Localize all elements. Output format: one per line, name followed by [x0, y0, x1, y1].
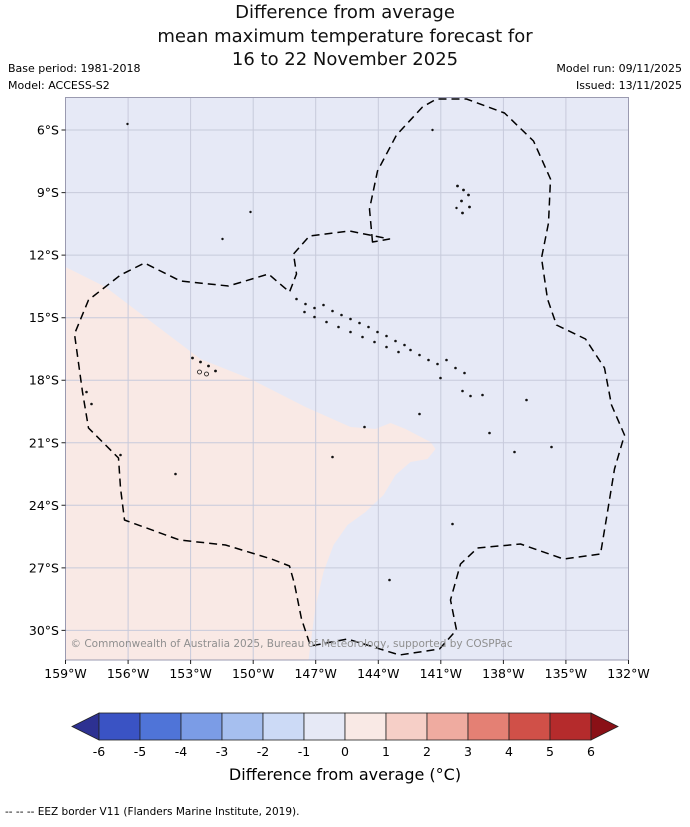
colorbar-caption: Difference from average (°C): [228, 765, 462, 784]
lon-label: 144°W: [357, 666, 399, 681]
map-frame: [65, 97, 629, 661]
colorbar-tick: 0: [341, 744, 349, 759]
colorbar-segment: [98, 712, 141, 741]
colorbar-segment: [426, 712, 469, 741]
lat-label: 9°S: [37, 185, 59, 200]
colorbar-segment: [549, 712, 592, 741]
anomaly-map: © Commonwealth of Australia 2025, Bureau…: [29, 97, 650, 681]
title-line-2: mean maximum temperature forecast for: [157, 25, 533, 47]
colorbar-tick: -1: [297, 744, 311, 759]
lat-label: 12°S: [29, 248, 59, 263]
colorbar-tick: 2: [423, 744, 431, 759]
lon-label: 141°W: [420, 666, 462, 681]
title-line-3: 16 to 22 November 2025: [231, 49, 459, 70]
colorbar-segment: [344, 712, 387, 741]
lon-label: 135°W: [545, 666, 587, 681]
colorbar-segment: [180, 712, 223, 741]
colorbar-ticks: -6 -5 -4 -3 -2 -1 0 1 2 3 4 5 6: [71, 744, 619, 760]
colorbar-segment: [139, 712, 182, 741]
lat-label: 18°S: [29, 373, 59, 388]
map-field-above-average: [65, 267, 436, 660]
lat-label: 30°S: [29, 623, 59, 638]
lon-label: 156°W: [107, 666, 149, 681]
colorbar-arrow-left: [71, 712, 100, 741]
colorbar-tick: -5: [133, 744, 147, 759]
island-markers: [85, 122, 553, 582]
axis-ticks: [61, 129, 629, 664]
colorbar-tick: -6: [92, 744, 106, 759]
lat-label: 15°S: [29, 310, 59, 325]
eez-legend-note: -- -- -- EEZ border V11 (Flanders Marine…: [5, 806, 300, 818]
model-label: Model: ACCESS-S2: [8, 79, 110, 92]
colorbar-segment: [303, 712, 346, 741]
lat-label: 24°S: [29, 498, 59, 513]
colorbar-tick: 4: [505, 744, 513, 759]
colorbar-tick: 6: [587, 744, 595, 759]
eez-border: [73, 98, 626, 656]
model-run-label: Model run: 09/11/2025: [556, 62, 682, 75]
colorbar-segment: [385, 712, 428, 741]
figure-title: Difference from average mean maximum tem…: [0, 1, 690, 72]
meta-left: Base period: 1981-2018 Model: ACCESS-S2: [8, 60, 140, 94]
colorbar-tick: 5: [546, 744, 554, 759]
colorbar-tick: -3: [215, 744, 229, 759]
colorbar-tick: 3: [464, 744, 472, 759]
title-line-1: Difference from average: [235, 2, 455, 23]
lat-label: 21°S: [29, 435, 59, 450]
colorbar-segment: [262, 712, 305, 741]
colorbar-tick: -4: [174, 744, 188, 759]
copyright-text: © Commonwealth of Australia 2025, Bureau…: [71, 638, 513, 650]
lon-label: 132°W: [607, 666, 649, 681]
colorbar-tick: -2: [256, 744, 270, 759]
lon-label: 147°W: [294, 666, 336, 681]
meta-right: Model run: 09/11/2025 Issued: 13/11/2025: [556, 60, 682, 94]
lon-label: 150°W: [232, 666, 274, 681]
colorbar: [71, 712, 619, 741]
colorbar-segment: [508, 712, 551, 741]
lon-label: 138°W: [482, 666, 524, 681]
lon-label: 159°W: [44, 666, 86, 681]
base-period-label: Base period: 1981-2018: [8, 62, 141, 75]
lat-label: 6°S: [37, 123, 59, 138]
colorbar-tick: 1: [382, 744, 390, 759]
lon-label: 153°W: [169, 666, 211, 681]
colorbar-segment: [467, 712, 510, 741]
colorbar-segment: [221, 712, 264, 741]
issued-label: Issued: 13/11/2025: [575, 79, 682, 92]
colorbar-arrow-right: [590, 712, 619, 741]
lat-label: 27°S: [29, 560, 59, 575]
